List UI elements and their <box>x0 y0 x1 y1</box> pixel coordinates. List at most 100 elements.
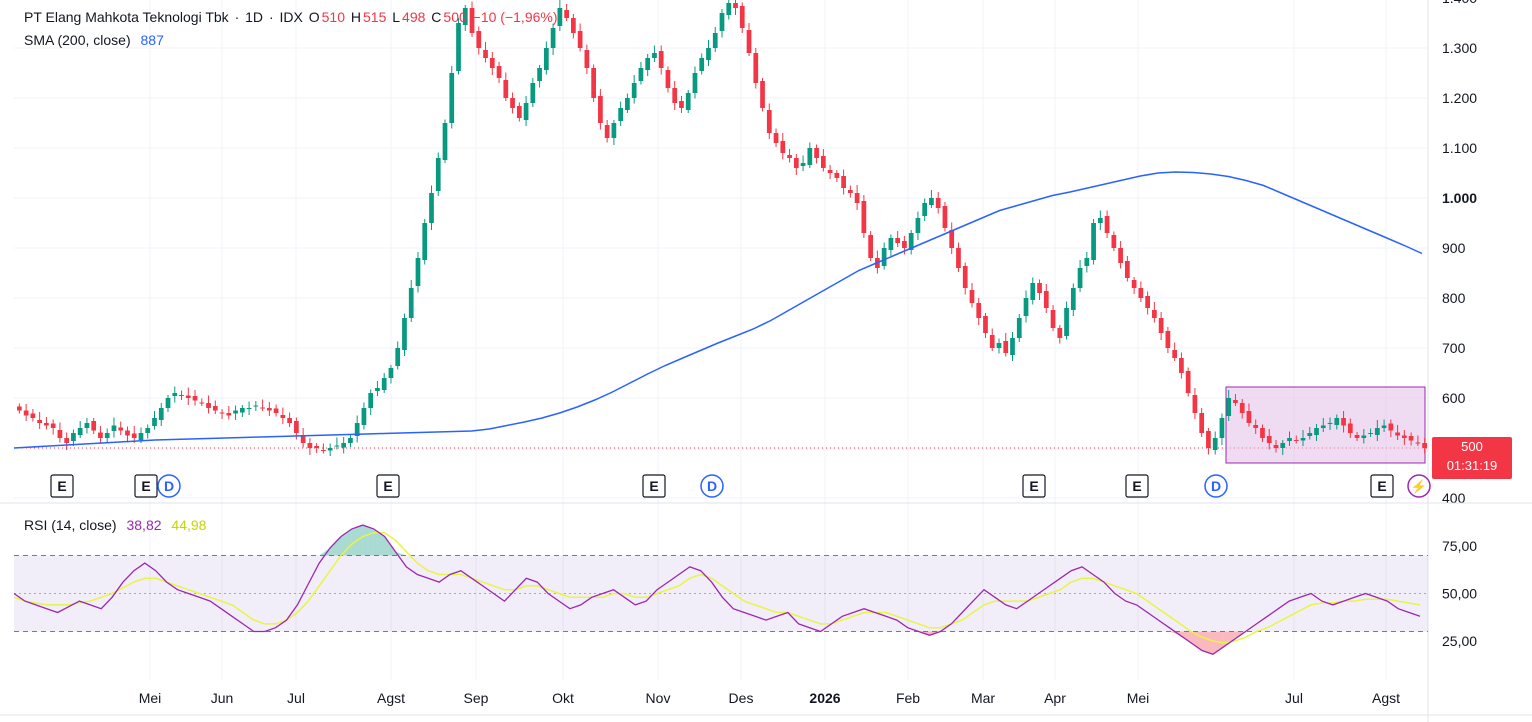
legend-sep: · <box>268 9 274 25</box>
candle-body <box>145 428 151 433</box>
ohlc-close-value: 500 <box>443 9 467 25</box>
dividend-marker[interactable] <box>700 474 724 498</box>
sma-legend-label: SMA (200, close) <box>24 32 131 48</box>
rsi-line[interactable] <box>13 524 1421 656</box>
candle-body <box>956 248 961 268</box>
candle-body <box>516 106 522 118</box>
candle-body <box>780 141 786 153</box>
candle-body <box>1219 418 1225 438</box>
interval-label[interactable]: 1D <box>245 9 264 25</box>
candle-body <box>983 316 988 333</box>
candle-body <box>915 218 921 233</box>
candle-body <box>543 48 549 70</box>
earnings-marker-label: E <box>1377 478 1386 494</box>
candle-body <box>368 393 374 408</box>
rsi-legend-ma-value: 44,98 <box>171 517 207 533</box>
candle-body <box>408 288 414 318</box>
candle-body <box>206 403 211 408</box>
sma-legend[interactable]: SMA (200, close) 887 <box>24 32 166 48</box>
candle-body <box>841 176 846 188</box>
candle-body <box>1192 395 1198 413</box>
candle-body <box>577 31 583 48</box>
candle-body <box>1145 296 1150 308</box>
candle-body <box>1314 428 1319 435</box>
candle-body <box>787 155 792 158</box>
candle-body <box>1104 216 1110 233</box>
candle-body <box>327 448 333 451</box>
candle-body <box>604 125 610 138</box>
price-axis-tick: 600 <box>1442 390 1466 406</box>
candle-body <box>1097 218 1103 223</box>
rsi-axis-tick: 25,00 <box>1442 633 1477 649</box>
time-axis-tick: 2026 <box>809 690 840 706</box>
candle-body <box>1179 358 1184 373</box>
lightning-icon: ⚡ <box>1411 479 1427 495</box>
candle-body <box>199 402 205 404</box>
time-axis-tick: Jul <box>287 690 305 706</box>
candle-body <box>989 335 995 348</box>
candle-body <box>111 425 117 431</box>
candle-body <box>861 201 867 233</box>
dividend-marker-label: D <box>1211 478 1221 494</box>
dividend-marker[interactable] <box>1204 474 1228 498</box>
sma-line[interactable] <box>13 171 1423 449</box>
candle-body <box>1118 248 1123 263</box>
candle-body <box>645 58 651 70</box>
candle-body <box>1165 331 1171 348</box>
candle-body <box>395 348 401 366</box>
candle-body <box>739 6 745 28</box>
rsi-legend[interactable]: RSI (14, close) 38,82 44,98 <box>24 517 208 533</box>
candle-body <box>699 58 705 71</box>
event-lightning-marker[interactable] <box>1407 474 1431 498</box>
candle-body <box>287 418 292 423</box>
candle-body <box>1307 433 1313 436</box>
earnings-marker[interactable] <box>376 474 400 498</box>
candle-body <box>935 198 941 208</box>
earnings-marker[interactable] <box>134 474 158 498</box>
candle-body <box>314 446 320 448</box>
candle-body <box>1070 288 1076 310</box>
candle-body <box>962 266 968 288</box>
rsi-ma-line[interactable] <box>13 531 1421 644</box>
candle-body <box>17 406 22 411</box>
candle-body <box>618 108 624 121</box>
candle-body <box>969 290 975 303</box>
earnings-marker[interactable] <box>1022 474 1046 498</box>
candle-body <box>1050 310 1056 328</box>
candle-body <box>476 31 482 48</box>
price-axis-tick: 1.400 <box>1442 0 1477 6</box>
exchange-label: IDX <box>279 9 303 25</box>
candle-body <box>1077 268 1083 288</box>
dividend-marker[interactable] <box>157 474 181 498</box>
time-axis-tick: Mei <box>139 690 162 706</box>
rsi-overbought-fill <box>340 528 352 556</box>
time-axis-tick: Agst <box>377 690 405 706</box>
time-axis-tick: Agst <box>1372 690 1400 706</box>
candle-body <box>766 110 772 133</box>
candle-body <box>1239 403 1245 413</box>
candle-body <box>929 198 934 205</box>
earnings-marker-label: E <box>1029 478 1038 494</box>
candle-body <box>483 50 488 58</box>
candle-body <box>1111 235 1117 248</box>
candle-body <box>1401 435 1407 438</box>
candle-body <box>1381 425 1387 428</box>
earnings-marker[interactable] <box>1125 474 1149 498</box>
candle-body <box>800 163 806 166</box>
candle-body <box>375 388 380 391</box>
candle-body <box>489 58 495 68</box>
dividend-marker-label: D <box>707 478 717 494</box>
price-axis-tick: 1.000 <box>1442 190 1477 206</box>
candle-body <box>469 8 475 33</box>
earnings-marker[interactable] <box>50 474 74 498</box>
earnings-marker[interactable] <box>1370 474 1394 498</box>
candle-body <box>246 408 252 409</box>
candle-body <box>658 51 664 68</box>
candle-body <box>239 408 245 413</box>
candle-body <box>510 98 515 108</box>
candle-body <box>1226 398 1232 416</box>
candle-body <box>422 223 428 260</box>
candle-body <box>71 433 76 441</box>
earnings-marker[interactable] <box>642 474 666 498</box>
